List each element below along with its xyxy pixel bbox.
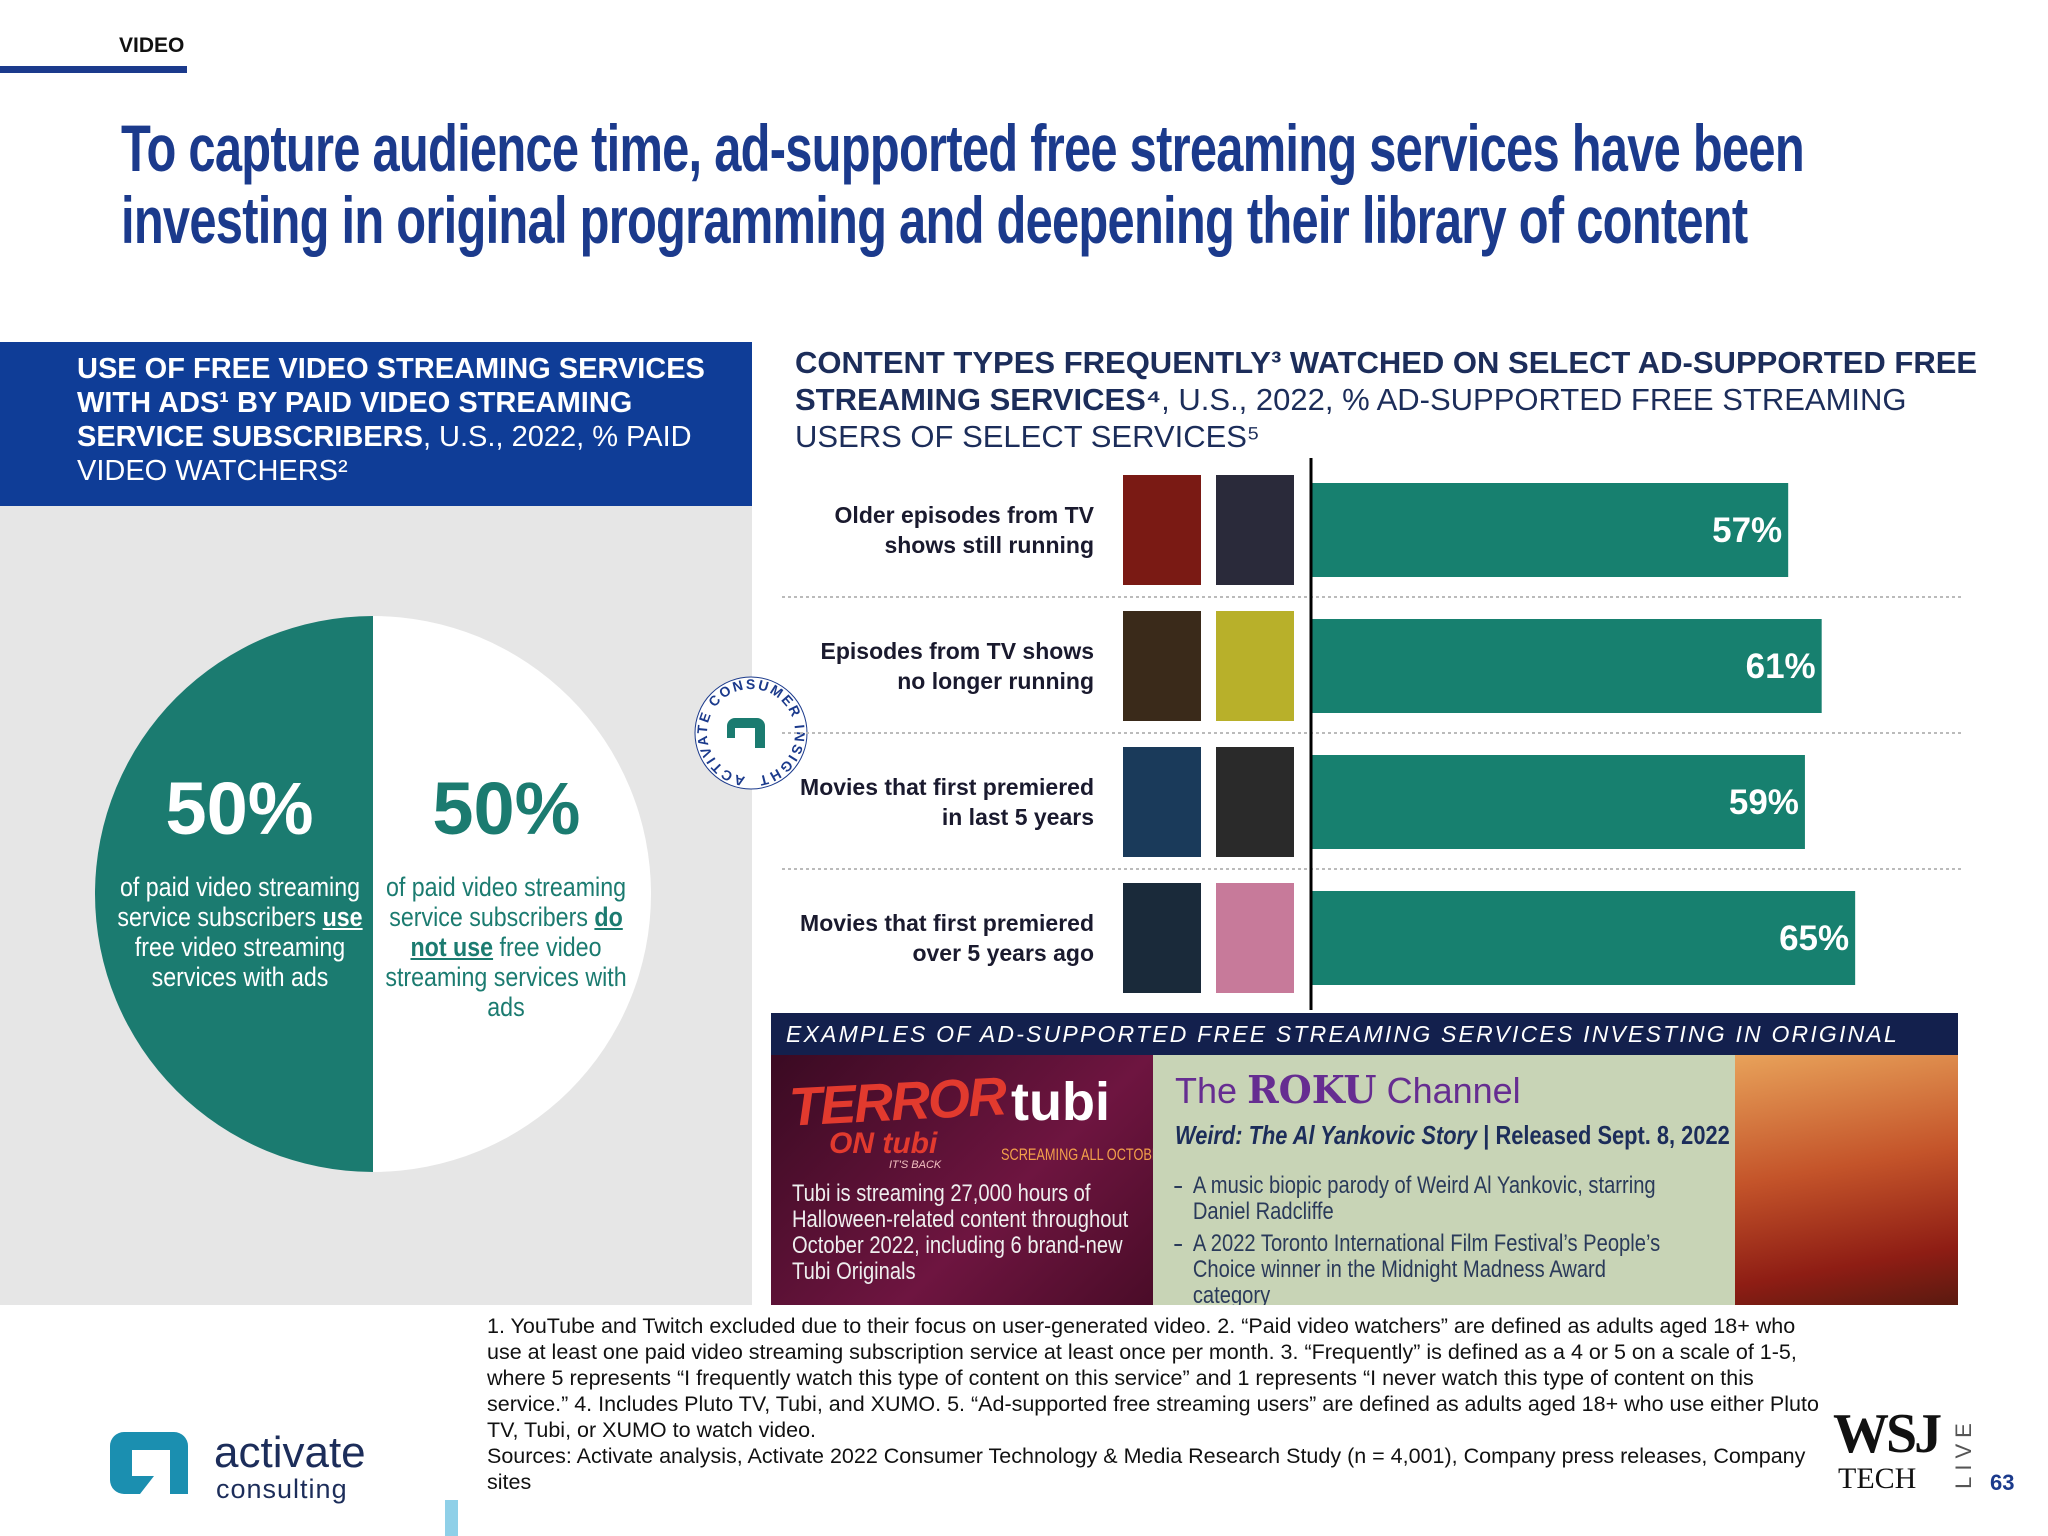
poster: [1123, 883, 1201, 993]
description-text: free video streaming services with ads: [134, 932, 345, 992]
poster: [1123, 611, 1201, 721]
bar-category-label: Movies that first premiered in last 5 ye…: [800, 774, 1094, 830]
pie-heading: USE OF FREE VIDEO STREAMING SERVICES WIT…: [0, 342, 752, 506]
logo-tagline: consulting: [216, 1474, 348, 1504]
pie-subtitle: , U.S., 2022, % PAID VIDEO WATCHERS²: [77, 421, 692, 487]
footnotes: 1. YouTube and Twitch excluded due to th…: [487, 1314, 1819, 1442]
poster: [1216, 883, 1294, 993]
page-number: 63: [1990, 1470, 2015, 1495]
bar-heading: CONTENT TYPES FREQUENTLY³ WATCHED ON SEL…: [795, 344, 1995, 455]
wsj-logo: WSJ: [1833, 1403, 1942, 1465]
tubi-promo-subtitle: ON tubi: [829, 1127, 938, 1160]
tubi-panel: TERROR ON tubi IT'S BACK tubi SCREAMING …: [771, 1055, 1153, 1305]
pie-title: USE OF FREE VIDEO STREAMING SERVICES WIT…: [77, 353, 705, 453]
bar: [1311, 619, 1822, 713]
pie-description: of paid video streaming service subscrib…: [377, 872, 635, 1022]
roku-logo-brand: ROKU: [1247, 1067, 1377, 1112]
description-text: free video streaming services with ads: [385, 932, 628, 1022]
sources: Sources: Activate analysis, Activate 202…: [487, 1444, 1806, 1494]
examples-heading: EXAMPLES OF AD-SUPPORTED FREE STREAMING …: [771, 1013, 1958, 1089]
description-emphasis: do not use: [410, 902, 624, 962]
roku-bullet: A music biopic parody of Weird Al Yankov…: [1171, 1173, 1675, 1225]
roku-logo-suffix: Channel: [1386, 1070, 1521, 1111]
description-emphasis: use: [322, 902, 363, 932]
bar: [1311, 891, 1856, 985]
tubi-tagline: SCREAMING ALL OCTOBER: [1001, 1145, 1153, 1164]
bar-value-label: 65%: [1779, 919, 1849, 958]
roku-show-line: Weird: The Al Yankovic Story | Released …: [1175, 1120, 1730, 1151]
logo-icon: [110, 1432, 188, 1494]
live-label: LIVE: [1950, 1417, 1976, 1489]
section-underline: [0, 66, 187, 73]
pie-slice: [95, 616, 373, 1172]
footnotes-block: 1. YouTube and Twitch excluded due to th…: [487, 1313, 1827, 1495]
pie-slice: [373, 616, 651, 1172]
pie-description: of paid video streaming service subscrib…: [111, 872, 369, 992]
roku-logo: The ROKU Channel: [1175, 1067, 1521, 1112]
tubi-logo: tubi: [1011, 1072, 1110, 1132]
logo-name: activate: [214, 1428, 366, 1477]
bar: [1311, 483, 1789, 577]
bar-value-label: 59%: [1729, 783, 1799, 822]
tubi-description: Tubi is streaming 27,000 hours of Hallow…: [792, 1180, 1129, 1285]
description-text: of paid video streaming service subscrib…: [116, 872, 360, 932]
bar-category-label: Older episodes from TV shows still runni…: [834, 502, 1094, 558]
bar-value-label: 61%: [1746, 647, 1816, 686]
bar-value-label: 57%: [1712, 511, 1782, 550]
bar-subtitle: , U.S., 2022, % AD-SUPPORTED FREE STREAM…: [795, 382, 1907, 454]
accent-bar: [445, 1500, 458, 1536]
pie-value-label: 50%: [166, 767, 314, 850]
roku-release: | Released Sept. 8, 2022: [1483, 1120, 1730, 1150]
section-label: VIDEO: [119, 34, 185, 57]
roku-show: Weird: The Al Yankovic Story: [1175, 1120, 1478, 1150]
tech-label: TECH: [1838, 1462, 1917, 1495]
roku-logo-prefix: The: [1175, 1070, 1238, 1111]
movie-still: [1735, 1055, 1958, 1305]
stamp-icon: [727, 718, 765, 748]
description-text: of paid video streaming service subscrib…: [386, 872, 627, 932]
roku-bullet: A 2022 Toronto International Film Festiv…: [1171, 1231, 1675, 1305]
tubi-promo-badge: IT'S BACK: [889, 1159, 942, 1171]
poster: [1123, 475, 1201, 585]
poster: [1123, 747, 1201, 857]
bar-title: CONTENT TYPES FREQUENTLY³ WATCHED ON SEL…: [795, 345, 1978, 417]
roku-bullets: A music biopic parody of Weird Al Yankov…: [1171, 1173, 1675, 1305]
roku-panel: The ROKU Channel Weird: The Al Yankovic …: [1153, 1055, 1735, 1305]
poster: [1216, 475, 1294, 585]
poster: [1216, 611, 1294, 721]
bar-category-label: Movies that first premiered over 5 years…: [800, 910, 1094, 966]
bar-category-label: Episodes from TV shows no longer running: [820, 638, 1095, 694]
poster: [1216, 747, 1294, 857]
slide-title: To capture audience time, ad-supported f…: [121, 111, 1805, 257]
bar: [1311, 755, 1805, 849]
pie-value-label: 50%: [432, 767, 580, 850]
